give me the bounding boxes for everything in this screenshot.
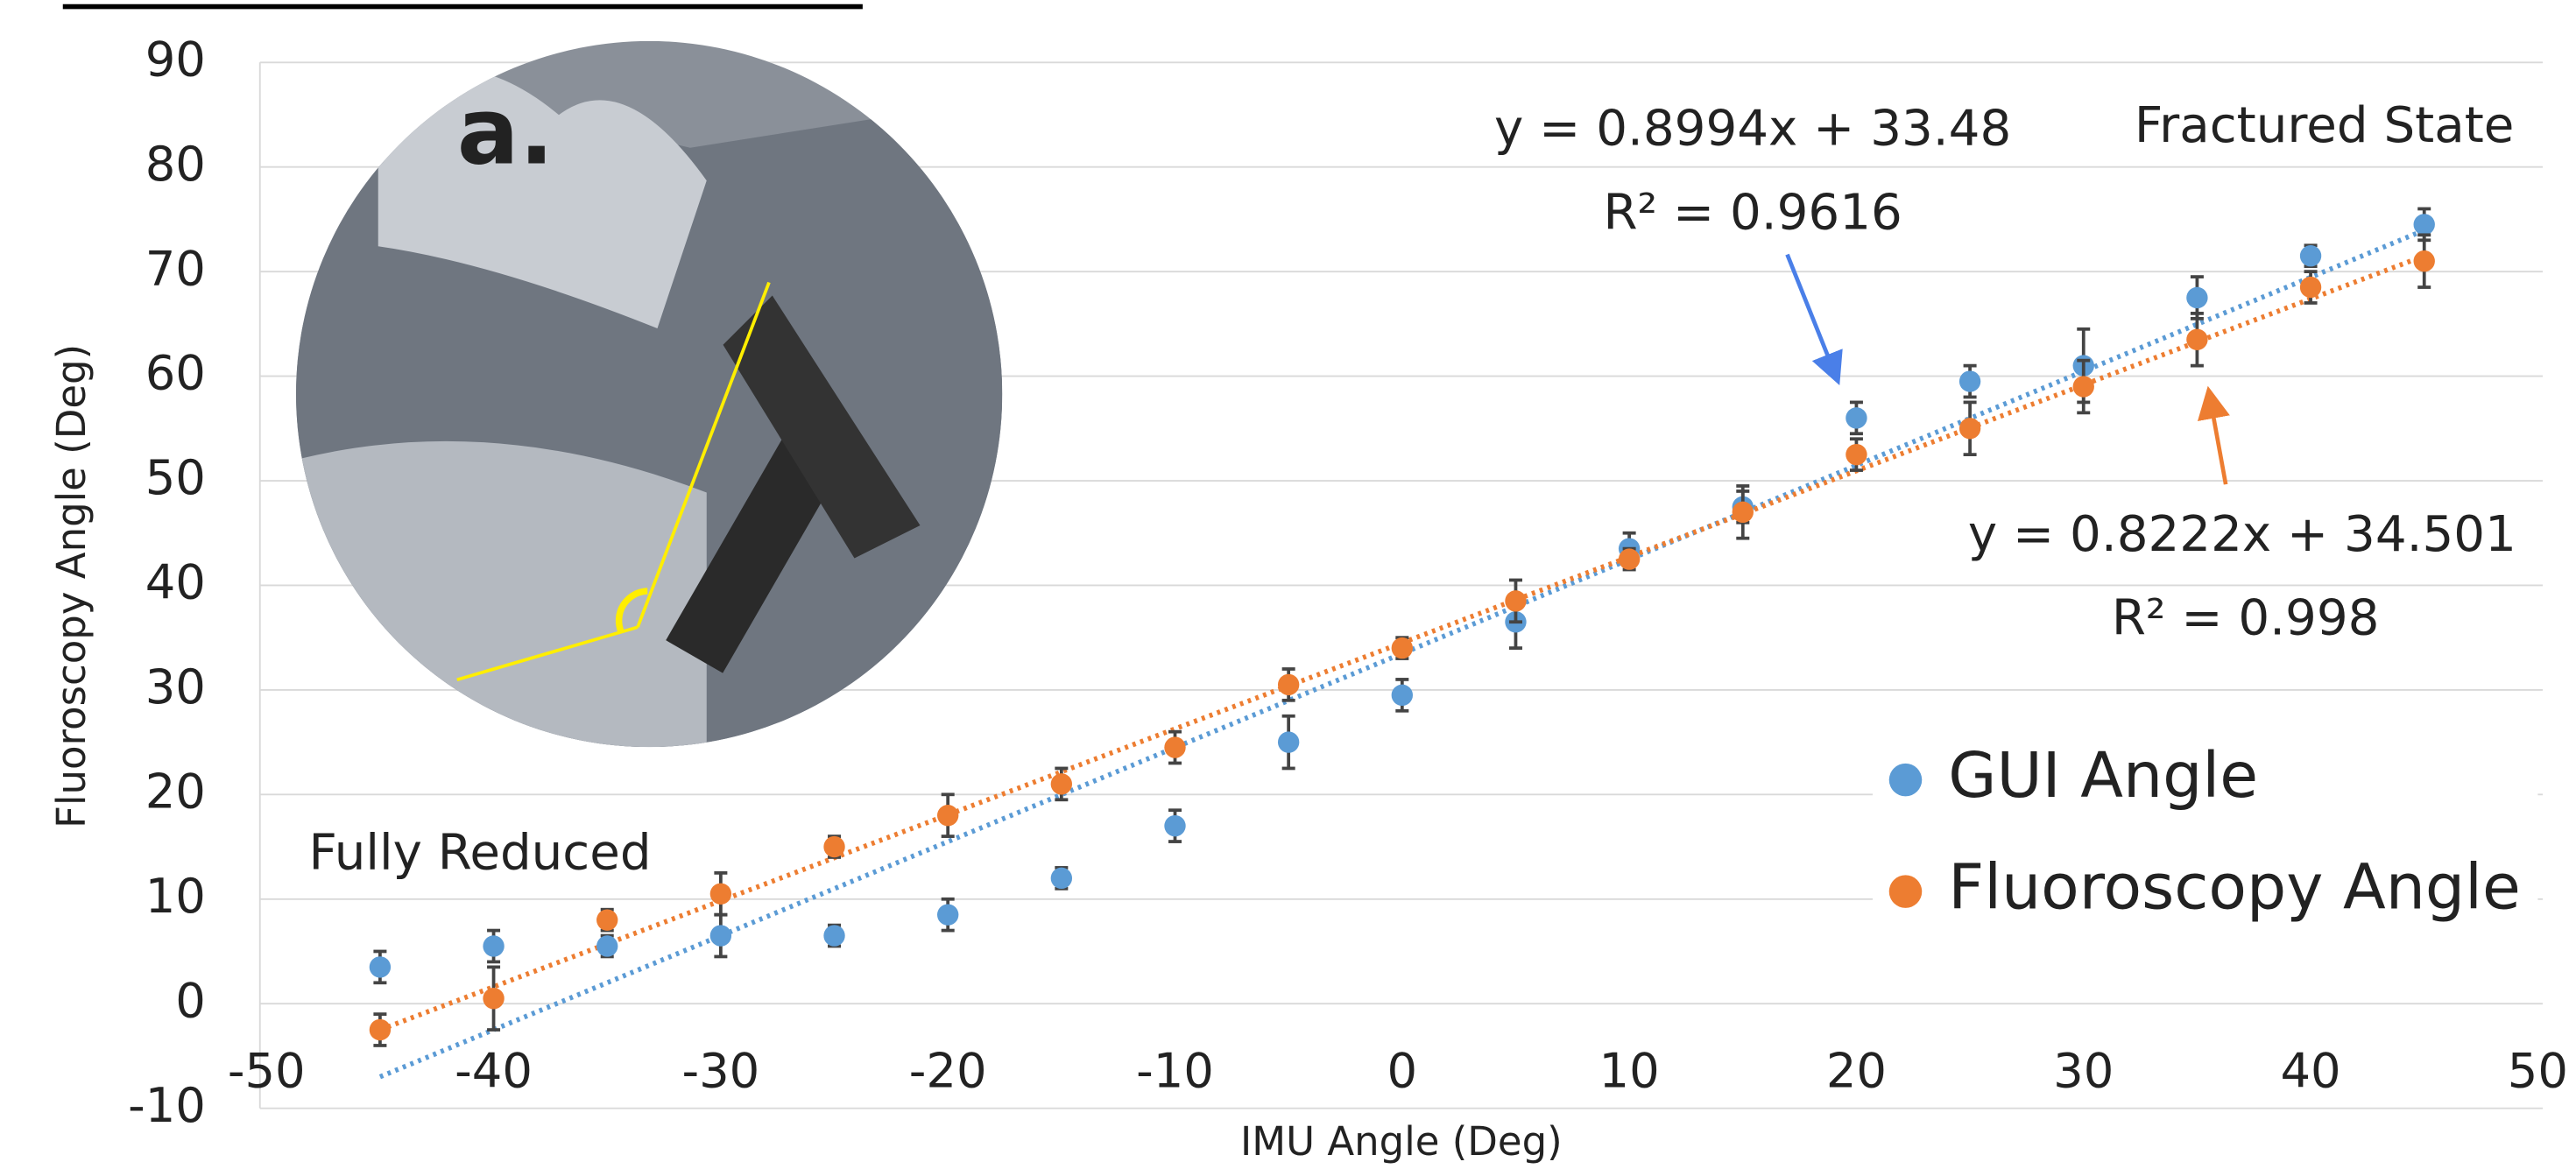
- point: [1505, 590, 1527, 612]
- point: [937, 805, 959, 827]
- point: [2299, 276, 2322, 299]
- equation: y = 0.8222x + 34.501: [1968, 506, 2516, 563]
- point: [937, 904, 959, 926]
- point: [2299, 245, 2322, 267]
- point: [1277, 731, 1300, 753]
- legend-label: GUI Angle: [1948, 739, 2258, 812]
- panel-label: a.: [457, 78, 554, 185]
- point: [1732, 501, 1754, 524]
- x-tick-label: -10: [1136, 1043, 1214, 1098]
- x-tick-label: 40: [2280, 1043, 2340, 1098]
- point: [1050, 773, 1073, 795]
- x-tick-label: 50: [2508, 1043, 2568, 1098]
- point: [823, 835, 845, 858]
- point: [1391, 684, 1413, 707]
- y-tick-label: 0: [175, 973, 206, 1028]
- legend-bg: [1873, 730, 2538, 829]
- point: [709, 925, 732, 947]
- y-tick-label: 90: [145, 32, 206, 87]
- point: [1277, 673, 1300, 696]
- point: [2072, 376, 2094, 398]
- x-tick-label: 10: [1599, 1043, 1660, 1098]
- point: [709, 883, 732, 905]
- point: [1391, 637, 1413, 659]
- annotation: Fully Reduced: [308, 825, 651, 882]
- x-axis-title: IMU Angle (Deg): [1240, 1118, 1563, 1165]
- y-axis-title: Fluoroscopy Angle (Deg): [48, 344, 95, 828]
- equation: y = 0.8994x + 33.48: [1494, 101, 2011, 158]
- point: [1958, 418, 1981, 440]
- y-tick-label: 80: [145, 137, 206, 192]
- x-tick-label: 30: [2053, 1043, 2114, 1098]
- point: [1618, 548, 1641, 570]
- y-tick-label: 30: [145, 659, 206, 715]
- arrow: [1785, 253, 1843, 385]
- point: [2186, 328, 2208, 350]
- x-tick-label: -40: [455, 1043, 533, 1098]
- r-squared: R² = 0.9616: [1603, 184, 1902, 241]
- point: [1846, 443, 1867, 466]
- y-tick-label: 10: [145, 869, 206, 924]
- y-tick-label: 20: [145, 764, 206, 819]
- point: [596, 909, 618, 931]
- legend-label: Fluoroscopy Angle: [1948, 851, 2521, 924]
- point: [483, 935, 505, 957]
- x-tick-label: -20: [909, 1043, 987, 1098]
- r-squared: R² = 0.998: [2112, 589, 2380, 646]
- y-tick-label: 60: [145, 346, 206, 401]
- legend-marker: [1888, 763, 1923, 797]
- point: [1164, 736, 1186, 758]
- point: [483, 988, 505, 1010]
- x-tick-label: -30: [681, 1043, 759, 1098]
- y-tick-label: 40: [145, 555, 206, 610]
- legend-bg: [1873, 842, 2538, 941]
- inset-image: [296, 40, 1003, 748]
- arrow: [2197, 385, 2230, 485]
- point: [1050, 867, 1073, 890]
- point: [596, 935, 618, 957]
- x-tick-label: -50: [228, 1043, 306, 1098]
- legend-marker: [1888, 875, 1923, 908]
- annotation: Fractured State: [2135, 97, 2514, 154]
- y-tick-label: 70: [145, 241, 206, 296]
- point: [1164, 814, 1186, 837]
- x-tick-label: 0: [1387, 1043, 1418, 1098]
- point: [2413, 250, 2435, 272]
- point: [1846, 407, 1867, 429]
- point: [2413, 214, 2435, 236]
- y-tick-label: -10: [128, 1078, 206, 1133]
- point: [369, 1018, 392, 1041]
- point: [1958, 370, 1981, 392]
- y-tick-label: 50: [145, 450, 206, 505]
- point: [369, 956, 392, 978]
- x-tick-label: 20: [1826, 1043, 1887, 1098]
- point: [2186, 286, 2208, 309]
- point: [823, 925, 845, 947]
